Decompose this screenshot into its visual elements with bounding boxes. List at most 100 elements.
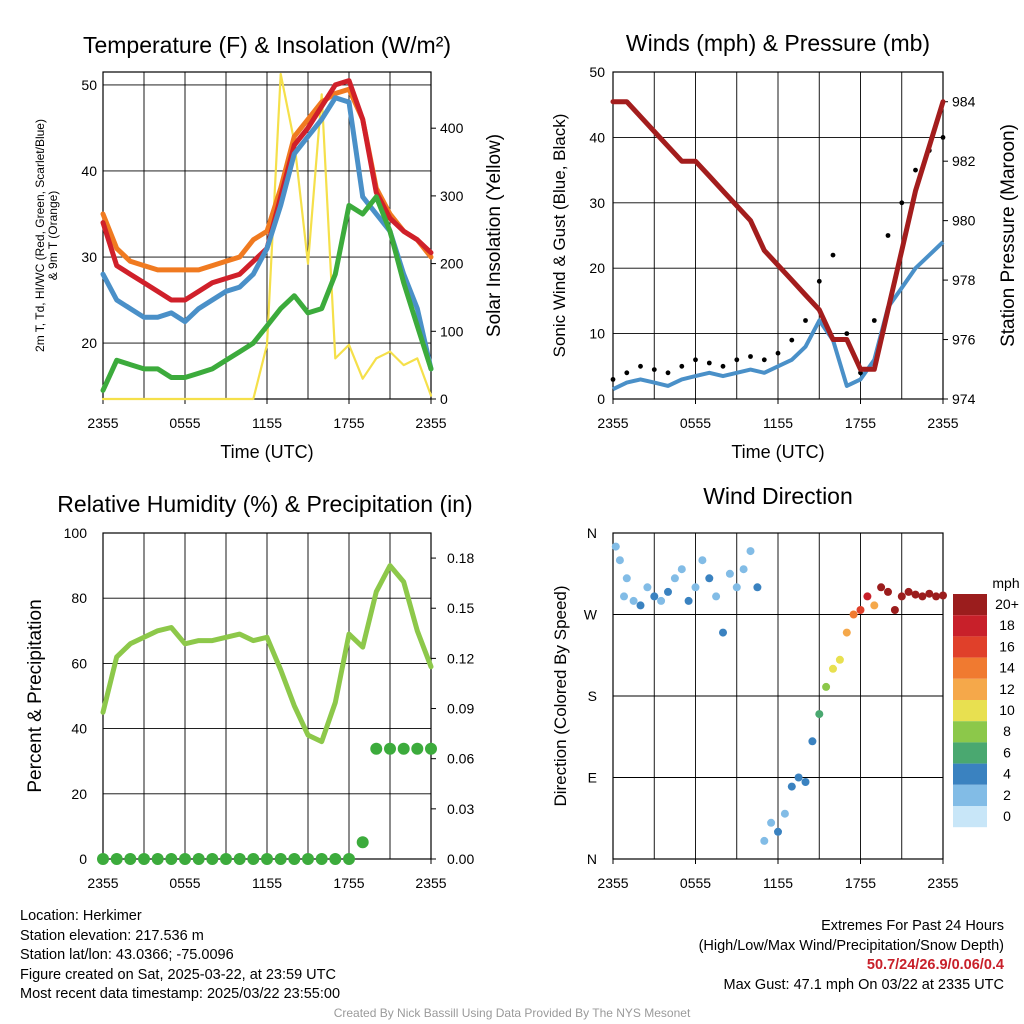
y2-tick-label: 0.09 (447, 701, 474, 717)
x-tick-label: 2355 (597, 415, 628, 431)
temperature-panel: 2355 0555 1155 1755 2355 20 30 40 50 0 100 200 300 40… (33, 32, 505, 462)
legend-label: 6 (1003, 744, 1011, 760)
direction-point (705, 574, 714, 583)
direction-point (780, 809, 789, 818)
y-tick-label: 20 (71, 786, 87, 802)
y2-axis-label: Solar Insolation (Yellow) (484, 134, 505, 337)
x-tick-label: 2355 (927, 415, 958, 431)
y2-axis-label: Station Pressure (Maroon) (998, 124, 1019, 347)
location-text: Location: Herkimer (20, 908, 142, 924)
direction-point (925, 589, 934, 598)
direction-point (677, 565, 686, 574)
y2-tick-label: 0 (440, 391, 448, 407)
x-tick-label: 2355 (415, 875, 446, 891)
direction-point (870, 601, 879, 610)
x-tick-label: 2355 (927, 875, 958, 891)
precip-point (165, 853, 178, 865)
direction-point (842, 628, 851, 637)
precip-point (370, 742, 383, 755)
y2-tick-label: 976 (952, 332, 976, 348)
precip-point (206, 853, 219, 865)
gust-point (679, 363, 685, 369)
chart-title: Temperature (F) & Insolation (W/m²) (83, 32, 451, 58)
precip-point (356, 836, 369, 849)
y-tick-label: N (587, 525, 597, 541)
direction-point (787, 782, 796, 791)
gust-point (610, 377, 616, 382)
extremes-title: Extremes For Past 24 Hours (821, 918, 1004, 934)
gust-point (789, 337, 795, 343)
direction-point (884, 587, 892, 596)
y-tick-label: 60 (71, 655, 87, 671)
legend-swatch (953, 806, 987, 828)
y2-tick-label: 0.12 (447, 650, 474, 666)
elevation-text: Station elevation: 217.536 m (20, 927, 204, 944)
direction-point (904, 587, 913, 596)
legend-label: 12 (999, 681, 1015, 697)
direction-point (897, 592, 906, 601)
y-tick-label: 40 (589, 129, 605, 145)
precip-point (151, 853, 164, 865)
gust-point (830, 252, 836, 258)
direction-point (939, 591, 947, 600)
max-gust-text: Max Gust: 47.1 mph On 03/22 at 2335 UTC (723, 976, 1004, 993)
gust-point (913, 167, 918, 173)
x-tick-label: 2355 (87, 415, 118, 431)
direction-point (650, 592, 659, 601)
x-tick-label: 1755 (845, 875, 876, 891)
x-tick-label: 1155 (252, 415, 282, 431)
y2-tick-label: 100 (440, 323, 464, 339)
direction-point (774, 827, 782, 836)
precip-point (397, 742, 410, 755)
recent-text: Most recent data timestamp: 2025/03/22 2… (20, 986, 341, 1002)
x-tick-label: 1755 (333, 875, 364, 891)
legend-swatch (953, 594, 987, 616)
x-tick-label: 2355 (597, 875, 628, 891)
series-line-rh (100, 563, 434, 745)
extremes-info: Extremes For Past 24 Hours (High/Low/Max… (699, 917, 1004, 995)
direction-point (670, 574, 679, 583)
direction-point (643, 583, 652, 592)
x-tick-label: 0555 (680, 415, 711, 431)
direction-point (725, 569, 734, 578)
extremes-subtitle: (High/Low/Max Wind/Precipitation/Snow De… (698, 937, 1004, 954)
gust-point (665, 370, 671, 376)
y-axis-label-line2: & 9m T (Orange) (46, 191, 60, 281)
direction-point (739, 565, 748, 574)
legend-label: 4 (1003, 766, 1011, 782)
y-tick-label: 0 (597, 391, 605, 407)
gust-point (885, 233, 891, 238)
y2-tick-label: 0.03 (447, 801, 474, 817)
series-line-green (100, 194, 434, 393)
legend-label: 10 (999, 702, 1015, 718)
station-info: Location: Herkimer Station elevation: 21… (20, 907, 340, 1005)
direction-point (719, 628, 727, 637)
legend-swatch (953, 784, 987, 806)
direction-point (849, 610, 858, 619)
y2-tick-label: 400 (440, 120, 464, 136)
x-tick-label: 1155 (763, 875, 793, 891)
direction-point (691, 583, 700, 592)
gust-point (651, 367, 657, 372)
direction-point (815, 710, 824, 719)
precip-point (315, 853, 328, 865)
precip-point (233, 853, 246, 865)
x-axis-label: Time (UTC) (220, 442, 313, 462)
y-tick-label: S (588, 688, 597, 704)
y-tick-label: W (584, 607, 598, 623)
winds-panel: 2355 0555 1155 1755 2355 0 10 20 30 40 50 974 976 978… (550, 30, 1019, 462)
direction-point (664, 587, 672, 596)
direction-point (877, 583, 886, 592)
latlon-text: Station lat/lon: 43.0366; -75.0096 (20, 947, 234, 963)
series-line-yellow (101, 72, 433, 401)
credit-text: Created By Nick Bassill Using Data Provi… (333, 1006, 691, 1020)
precip-point (124, 853, 137, 865)
chart-title: Relative Humidity (%) & Precipitation (i… (57, 491, 472, 517)
precip-point (288, 853, 301, 865)
precip-point (97, 853, 109, 865)
x-axis-label: Time (UTC) (731, 442, 824, 462)
created-text: Figure created on Sat, 2025-03-22, at 23… (20, 966, 336, 983)
legend-label: 2 (1003, 787, 1011, 803)
gust-point (638, 363, 643, 369)
